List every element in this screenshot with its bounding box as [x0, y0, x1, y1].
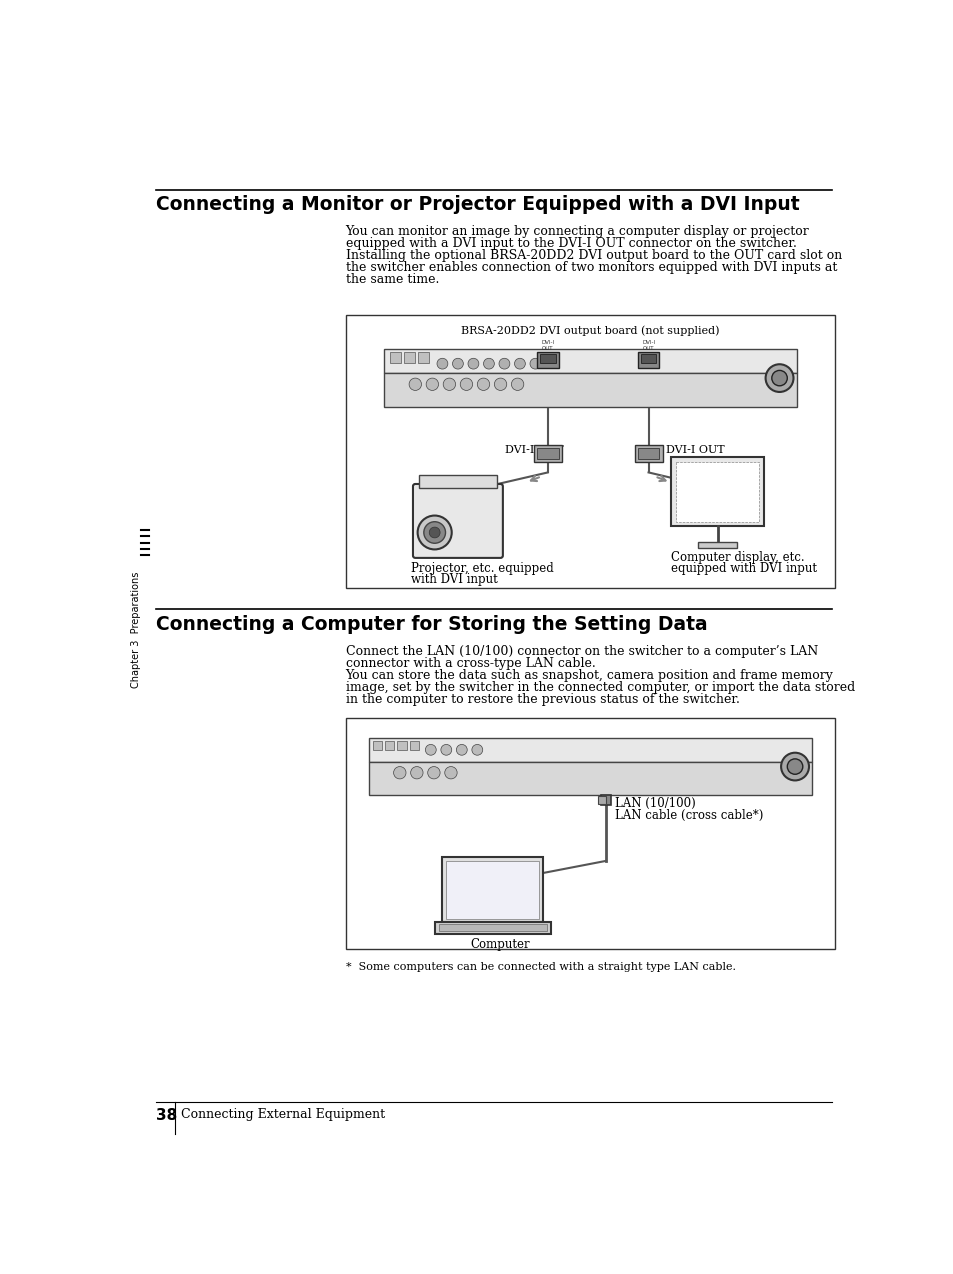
Bar — [345, 719, 835, 949]
Text: Connecting a Monitor or Projector Equipped with a DVI Input: Connecting a Monitor or Projector Equipp… — [156, 195, 800, 214]
Circle shape — [468, 358, 478, 369]
Circle shape — [429, 527, 439, 538]
Text: You can store the data such as snapshot, camera position and frame memory: You can store the data such as snapshot,… — [345, 669, 833, 682]
Text: DVI-I
OUT: DVI-I OUT — [540, 340, 554, 350]
Bar — [698, 541, 736, 548]
Text: Projector, etc. equipped: Projector, etc. equipped — [411, 562, 554, 575]
Bar — [539, 354, 555, 363]
Text: DVI-I OUT: DVI-I OUT — [505, 445, 563, 455]
Bar — [438, 924, 546, 931]
Text: connector with a cross-type LAN cable.: connector with a cross-type LAN cable. — [345, 657, 595, 670]
Bar — [446, 861, 538, 919]
Circle shape — [771, 371, 786, 386]
Circle shape — [440, 744, 452, 755]
Bar — [410, 740, 418, 750]
Text: with DVI input: with DVI input — [411, 572, 497, 586]
Circle shape — [443, 378, 456, 390]
Circle shape — [427, 767, 439, 778]
Text: DVI-I OUT: DVI-I OUT — [665, 445, 723, 455]
Bar — [675, 461, 759, 522]
Bar — [384, 349, 796, 373]
Bar — [373, 740, 381, 750]
Bar — [598, 796, 605, 804]
Circle shape — [530, 358, 540, 369]
Text: LAN cable (cross cable*): LAN cable (cross cable*) — [615, 809, 762, 822]
Text: Connect the LAN (10/100) connector on the switcher to a computer’s LAN: Connect the LAN (10/100) connector on th… — [345, 645, 817, 657]
Text: Chapter 3  Preparations: Chapter 3 Preparations — [132, 572, 141, 688]
Bar — [634, 446, 661, 462]
Circle shape — [511, 378, 523, 390]
Text: Installing the optional BRSA-20DD2 DVI output board to the OUT card slot on: Installing the optional BRSA-20DD2 DVI o… — [345, 250, 841, 262]
Text: Computer display, etc.: Computer display, etc. — [670, 550, 803, 564]
Bar — [418, 475, 497, 488]
Bar — [390, 353, 401, 363]
Bar — [435, 922, 550, 934]
Circle shape — [423, 522, 445, 543]
Circle shape — [472, 744, 482, 755]
Circle shape — [476, 378, 489, 390]
Circle shape — [483, 358, 494, 369]
Text: DVI-I
OUT: DVI-I OUT — [641, 340, 655, 350]
Bar — [397, 740, 406, 750]
Circle shape — [394, 767, 406, 778]
Text: the switcher enables connection of two monitors equipped with DVI inputs at: the switcher enables connection of two m… — [345, 261, 836, 274]
Bar — [599, 795, 611, 805]
Circle shape — [786, 759, 802, 775]
Text: image, set by the switcher in the connected computer, or import the data stored: image, set by the switcher in the connec… — [345, 680, 854, 694]
Text: *  Some computers can be connected with a straight type LAN cable.: * Some computers can be connected with a… — [345, 962, 735, 972]
Text: the same time.: the same time. — [345, 273, 438, 285]
Text: equipped with a DVI input to the DVI-I OUT connector on the switcher.: equipped with a DVI input to the DVI-I O… — [345, 237, 796, 250]
Bar — [369, 738, 811, 762]
Circle shape — [426, 378, 438, 390]
Circle shape — [781, 753, 808, 781]
Circle shape — [452, 358, 463, 369]
Circle shape — [417, 516, 452, 549]
Text: Connecting External Equipment: Connecting External Equipment — [181, 1107, 385, 1121]
Text: You can monitor an image by connecting a computer display or projector: You can monitor an image by connecting a… — [345, 225, 808, 238]
Bar — [345, 315, 835, 587]
Bar — [442, 857, 542, 922]
Text: Computer: Computer — [470, 938, 530, 950]
Bar — [385, 740, 394, 750]
Circle shape — [410, 767, 422, 778]
Bar — [670, 457, 763, 526]
Bar — [637, 447, 659, 459]
Text: 38: 38 — [156, 1107, 177, 1122]
Bar — [537, 447, 558, 459]
Circle shape — [514, 358, 525, 369]
Bar — [537, 352, 558, 368]
Circle shape — [498, 358, 509, 369]
Circle shape — [409, 378, 421, 390]
FancyBboxPatch shape — [413, 484, 502, 558]
Circle shape — [494, 378, 506, 390]
Bar — [640, 354, 656, 363]
Text: equipped with DVI input: equipped with DVI input — [670, 562, 816, 575]
Bar — [384, 373, 796, 406]
Bar — [404, 353, 415, 363]
Bar — [369, 762, 811, 795]
Text: LAN (10/100): LAN (10/100) — [615, 798, 696, 810]
Circle shape — [459, 378, 472, 390]
Text: Connecting a Computer for Storing the Setting Data: Connecting a Computer for Storing the Se… — [156, 615, 707, 634]
Text: in the computer to restore the previous status of the switcher.: in the computer to restore the previous … — [345, 693, 739, 706]
Circle shape — [425, 744, 436, 755]
Circle shape — [436, 358, 447, 369]
Bar — [418, 353, 429, 363]
Bar — [637, 352, 659, 368]
Circle shape — [456, 744, 467, 755]
Bar — [534, 446, 561, 462]
Text: BRSA-20DD2 DVI output board (not supplied): BRSA-20DD2 DVI output board (not supplie… — [460, 325, 719, 336]
Circle shape — [765, 364, 793, 392]
Circle shape — [444, 767, 456, 778]
